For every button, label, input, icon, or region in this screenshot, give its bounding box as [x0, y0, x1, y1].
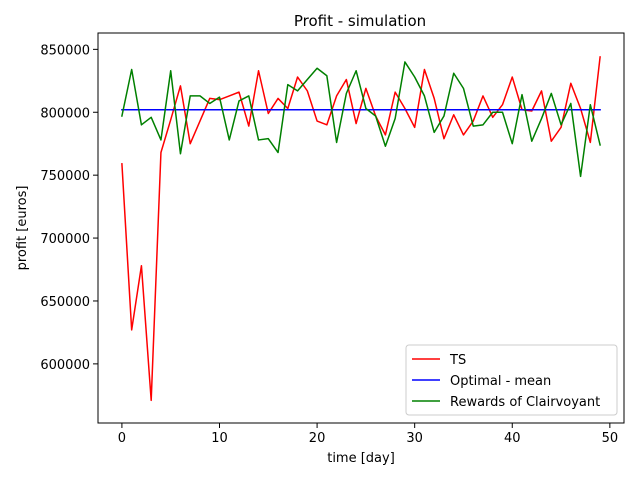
y-tick-label: 650000	[40, 295, 90, 310]
legend: TS Optimal - mean Rewards of Clairvoyant	[405, 344, 618, 416]
axes-frame	[97, 32, 625, 424]
y-tick-label: 800000	[40, 106, 90, 121]
y-tick-label: 850000	[40, 43, 90, 58]
x-tick-label: 0	[118, 431, 126, 446]
legend-label-2: Rewards of Clairvoyant	[450, 395, 600, 410]
x-tick-label: 10	[211, 431, 228, 446]
x-axis-ticks: 0 10 20 30 40 50	[118, 423, 618, 446]
x-axis-label: time [day]	[327, 451, 395, 466]
y-tick-label: 600000	[40, 358, 90, 373]
y-tick-label: 700000	[40, 232, 90, 247]
series-line-2	[121, 61, 601, 178]
x-tick-label: 40	[504, 431, 521, 446]
legend-items: TS Optimal - mean Rewards of Clairvoyant	[412, 353, 600, 410]
chart-title: Profit - simulation	[294, 12, 426, 30]
y-axis-ticks: 600000 650000 700000 750000 800000 850000	[40, 43, 98, 373]
legend-label-0: TS	[449, 353, 466, 368]
plot-lines	[121, 56, 601, 402]
x-tick-label: 20	[309, 431, 326, 446]
legend-label-1: Optimal - mean	[450, 374, 551, 389]
x-tick-label: 50	[602, 431, 619, 446]
x-tick-label: 30	[406, 431, 423, 446]
legend-box	[405, 344, 618, 416]
y-axis-label: profit [euros]	[15, 186, 30, 271]
y-tick-label: 750000	[40, 169, 90, 184]
